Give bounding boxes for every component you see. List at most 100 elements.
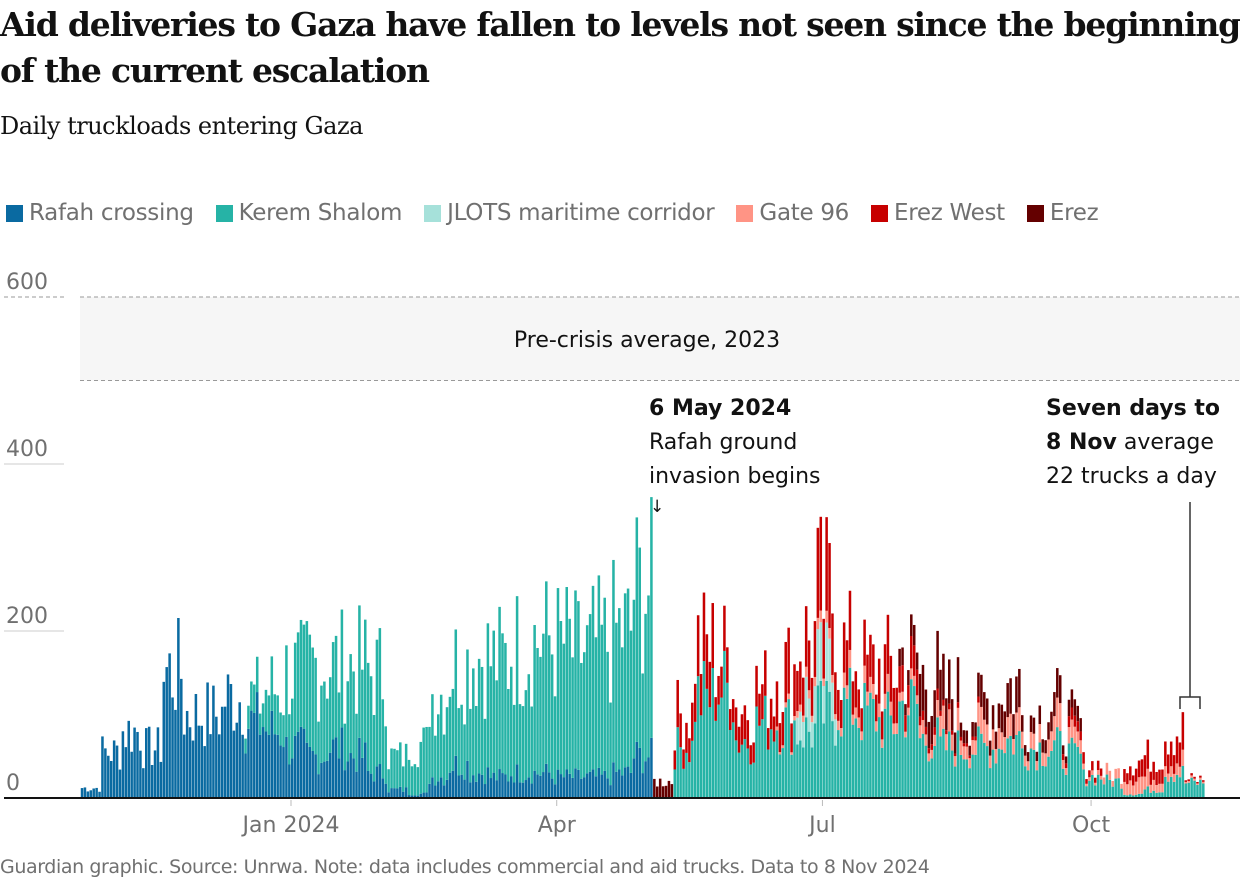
bar-segment — [889, 701, 893, 716]
bar-segment — [1164, 741, 1167, 767]
bar-segment — [401, 791, 405, 798]
bar-segment — [1041, 739, 1044, 753]
bar-segment — [863, 619, 866, 666]
bar-segment — [685, 752, 688, 798]
bar-segment — [472, 668, 475, 776]
bar-segment — [717, 675, 720, 705]
bar-segment — [142, 768, 145, 798]
bar-segment — [1196, 784, 1199, 798]
bar-segment — [495, 780, 498, 798]
bar-segment — [1190, 775, 1193, 778]
bar-segment — [457, 708, 460, 776]
bar-segment — [857, 727, 860, 798]
bar-segment — [927, 753, 931, 762]
bar-segment — [1073, 715, 1077, 727]
bar-segment — [933, 745, 936, 798]
bar-segment — [691, 740, 694, 798]
bar-segment — [255, 656, 259, 693]
bar-segment — [883, 644, 887, 694]
bar-segment — [311, 750, 314, 798]
bar-segment — [472, 775, 475, 798]
bar-segment — [825, 610, 828, 623]
bar-segment — [466, 760, 469, 798]
bar-segment — [291, 698, 294, 759]
bar-segment — [489, 778, 493, 798]
bar-segment — [968, 758, 971, 769]
bar-segment — [1117, 778, 1120, 798]
bar-segment — [437, 781, 440, 798]
bar-segment — [460, 704, 463, 775]
bar-segment — [784, 641, 787, 703]
bar-segment — [232, 730, 236, 798]
legend-swatch — [736, 204, 754, 222]
annotation-avg-line3: 22 trucks a day — [1046, 464, 1217, 489]
bar-segment — [112, 740, 116, 798]
bar-segment — [580, 662, 583, 779]
bar-segment — [682, 749, 685, 769]
bar-segment — [1029, 748, 1033, 798]
annotation-rafah-line2: invasion begins — [649, 464, 821, 489]
bar-segment — [848, 649, 852, 668]
bar-segment — [869, 634, 872, 677]
bar-segment — [930, 744, 933, 750]
bar-segment — [1082, 769, 1085, 798]
bar-segment — [331, 642, 335, 740]
bar-segment — [948, 731, 951, 798]
bar-segment — [279, 712, 282, 746]
bar-segment — [600, 774, 604, 798]
bar-segment — [454, 755, 458, 798]
bar-segment — [907, 670, 910, 686]
bar-segment — [124, 747, 128, 798]
bar-segment — [696, 676, 700, 798]
bar-segment — [407, 759, 411, 796]
bar-segment — [883, 693, 887, 709]
bar-segment — [533, 625, 536, 771]
bar-segment — [933, 734, 936, 746]
bar-segment — [1000, 732, 1004, 750]
bar-segment — [918, 738, 922, 798]
bar-segment — [839, 728, 843, 737]
bar-segment — [264, 731, 268, 798]
bar-segment — [1129, 794, 1132, 798]
bar-segment — [1102, 777, 1106, 785]
bar-segment — [340, 727, 344, 798]
bar-segment — [1094, 785, 1097, 798]
bar-segment — [950, 750, 954, 798]
bar-segment — [469, 708, 472, 783]
bar-segment — [936, 688, 939, 701]
bar-segment — [1041, 752, 1044, 766]
y-tick-label: 0 — [6, 771, 20, 796]
bar-segment — [831, 613, 834, 675]
bar-segment — [253, 712, 256, 798]
bar-segment — [927, 748, 931, 754]
bar-segment — [749, 745, 752, 765]
bar-segment — [1070, 719, 1074, 738]
bar-segment — [568, 773, 571, 798]
bar-segment — [667, 780, 671, 798]
bar-segment — [939, 715, 942, 737]
bar-segment — [799, 711, 802, 741]
bar-segment — [985, 724, 989, 747]
bar-segment — [1193, 780, 1196, 798]
bar-segment — [89, 790, 93, 798]
bar-segment — [915, 695, 919, 704]
bar-segment — [1061, 768, 1065, 798]
bar-segment — [933, 727, 936, 735]
bar-segment — [977, 726, 980, 798]
bar-segment — [244, 753, 247, 798]
y-tick-label: 200 — [6, 604, 48, 629]
bar-segment — [340, 609, 344, 728]
bar-segment — [337, 758, 341, 798]
bar-segment — [869, 692, 872, 798]
bar-segment — [498, 769, 501, 798]
bar-segment — [810, 722, 814, 748]
bar-segment — [434, 735, 437, 786]
bar-segment — [1167, 754, 1170, 774]
bar-segment — [945, 750, 948, 798]
bar-segment — [445, 779, 449, 798]
bar-segment — [804, 666, 808, 677]
bar-segment — [688, 762, 691, 798]
bar-segment — [80, 788, 84, 798]
bar-segment — [860, 708, 863, 732]
bar-segment — [854, 707, 858, 719]
